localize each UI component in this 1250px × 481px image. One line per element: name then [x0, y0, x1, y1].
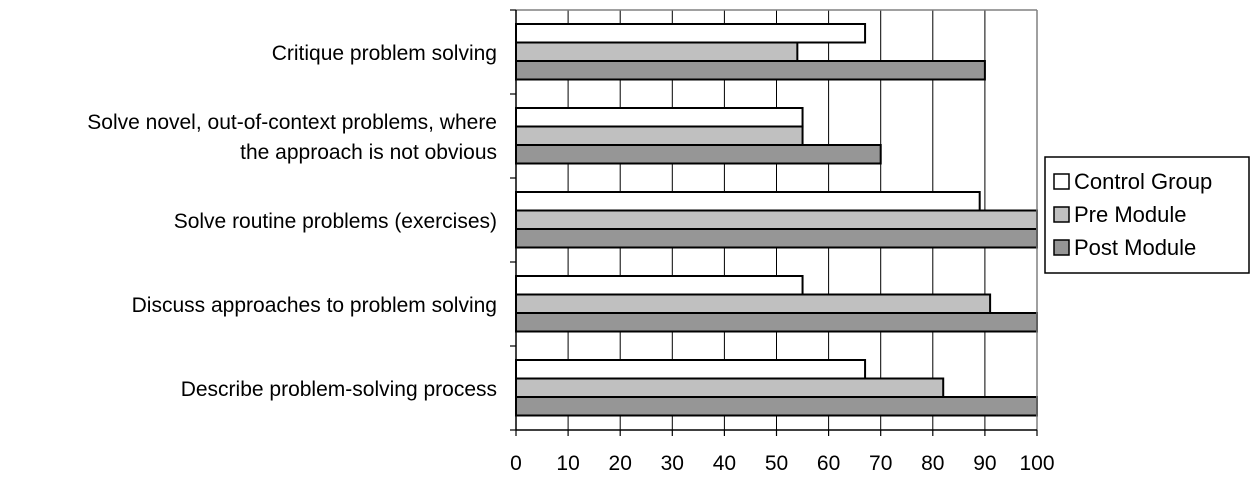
- category-labels: Critique problem solving Solve novel, out…: [87, 42, 497, 401]
- bar-pre-module: [515, 125, 804, 146]
- category-label: the approach is not obvious: [240, 141, 497, 164]
- bar-control-group: [515, 107, 804, 128]
- legend-label: Pre Module: [1074, 202, 1187, 227]
- category-label: Discuss approaches to problem solving: [132, 294, 497, 317]
- bar-post-module: [515, 144, 882, 165]
- bar-post-module: [515, 60, 986, 81]
- x-tick-label: 40: [713, 452, 736, 475]
- x-tick-label: 80: [921, 452, 944, 475]
- bar-post-module: [515, 396, 1038, 417]
- bar-control-group: [515, 359, 867, 380]
- category-label: Critique problem solving: [272, 42, 497, 65]
- category-label: Describe problem-solving process: [181, 378, 497, 401]
- legend-swatch: [1053, 173, 1070, 190]
- bar-pre-module: [515, 41, 799, 62]
- x-tick-label: 50: [765, 452, 788, 475]
- legend-swatch: [1053, 206, 1070, 223]
- bar-control-group: [515, 275, 804, 296]
- legend-swatch: [1053, 239, 1070, 256]
- bars: [515, 23, 1038, 417]
- x-tick-label: 10: [556, 452, 579, 475]
- x-tick-label: 60: [817, 452, 840, 475]
- x-tick-label: 0: [510, 452, 522, 475]
- bar-post-module: [515, 312, 1038, 333]
- bar-pre-module: [515, 293, 992, 314]
- category-label: Solve routine problems (exercises): [174, 210, 497, 233]
- x-tick-labels: 0 10 20 30 40 50 60 70 80 90 100: [510, 452, 1054, 475]
- x-tick-label: 30: [661, 452, 684, 475]
- x-tick-label: 70: [869, 452, 892, 475]
- category-label: Solve novel, out-of-context problems, wh…: [87, 111, 497, 134]
- x-tick-label: 20: [609, 452, 632, 475]
- bar-control-group: [515, 23, 867, 44]
- legend-box: [1044, 156, 1250, 274]
- x-tick-label: 100: [1019, 452, 1054, 475]
- legend: Control Group Pre Module Post Module: [1044, 156, 1250, 274]
- bar-post-module: [515, 228, 1038, 249]
- x-tick-label: 90: [973, 452, 996, 475]
- bar-pre-module: [515, 377, 945, 398]
- bar-pre-module: [515, 209, 1038, 230]
- bar-control-group: [515, 191, 981, 212]
- axes: [510, 9, 1038, 436]
- legend-label: Post Module: [1074, 235, 1196, 260]
- legend-label: Control Group: [1074, 169, 1212, 194]
